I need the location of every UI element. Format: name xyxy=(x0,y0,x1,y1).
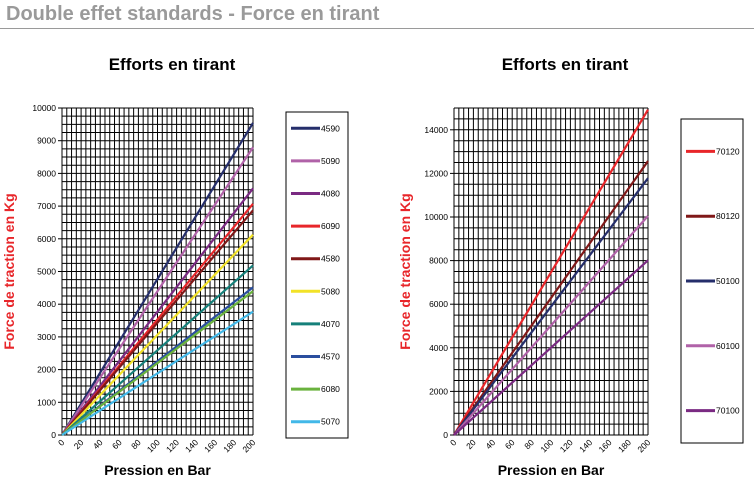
y-tick-label: 2000 xyxy=(429,386,448,396)
x-tick-label: 180 xyxy=(616,437,633,454)
legend-label: 70120 xyxy=(716,146,740,156)
y-tick-label: 8000 xyxy=(37,168,56,178)
y-tick-label: 4000 xyxy=(429,343,448,353)
y-tick-label: 9000 xyxy=(37,136,56,146)
legend-label: 80120 xyxy=(716,211,740,221)
x-tick-label: 140 xyxy=(577,437,594,454)
series-line-80120 xyxy=(453,160,649,436)
y-tick-label: 12000 xyxy=(424,168,448,178)
chart-2: Efforts en tirant02000400060008000100001… xyxy=(397,55,744,478)
y-tick-label: 4000 xyxy=(37,299,56,309)
y-tick-label: 7000 xyxy=(37,201,56,211)
legend-label: 5090 xyxy=(321,156,340,166)
x-tick-label: 40 xyxy=(91,437,105,451)
x-axis-label: Pression en Bar xyxy=(104,462,211,478)
x-tick-label: 80 xyxy=(522,437,536,451)
x-tick-label: 80 xyxy=(129,437,143,451)
y-tick-label: 6000 xyxy=(429,299,448,309)
legend-label: 4580 xyxy=(321,254,340,264)
legend-label: 50100 xyxy=(716,276,740,286)
x-tick-label: 20 xyxy=(72,437,86,451)
y-tick-label: 2000 xyxy=(37,365,56,375)
x-axis-label: Pression en Bar xyxy=(498,462,605,478)
series-line-5070 xyxy=(61,310,254,436)
chart-title: Efforts en tirant xyxy=(109,55,236,74)
y-tick-label: 1000 xyxy=(37,397,56,407)
x-tick-label: 200 xyxy=(240,437,257,454)
x-tick-label: 0 xyxy=(448,437,459,448)
x-tick-label: 160 xyxy=(202,437,219,454)
x-tick-label: 120 xyxy=(558,437,575,454)
legend: 4590 5090 4080 6090 4580 5080 4070 4570 6080 5070 xyxy=(285,111,349,439)
series-line-6080 xyxy=(61,290,254,436)
series-line-4580 xyxy=(61,209,254,436)
x-tick-label: 180 xyxy=(221,437,238,454)
y-tick-label: 3000 xyxy=(37,332,56,342)
y-tick-label: 10000 xyxy=(424,212,448,222)
y-tick-label: 5000 xyxy=(37,267,56,277)
y-tick-label: 0 xyxy=(443,430,448,440)
legend-label: 6080 xyxy=(321,384,340,394)
x-tick-label: 100 xyxy=(538,437,555,454)
y-tick-label: 0 xyxy=(51,430,56,440)
y-tick-label: 14000 xyxy=(424,125,448,135)
y-axis-label: Force de traction en Kg xyxy=(397,193,413,349)
page-header: Double effet standards - Force en tirant xyxy=(0,0,754,29)
y-axis-label: Force de traction en Kg xyxy=(1,193,17,349)
legend-box xyxy=(285,111,349,439)
y-tick-label: 8000 xyxy=(429,256,448,266)
x-tick-label: 60 xyxy=(110,437,124,451)
x-tick-label: 20 xyxy=(464,437,478,451)
legend-label: 70100 xyxy=(716,406,740,416)
legend-label: 5070 xyxy=(321,417,340,427)
x-tick-label: 140 xyxy=(183,437,200,454)
grid xyxy=(61,107,254,436)
y-tick-label: 10000 xyxy=(32,103,56,113)
legend-label: 6090 xyxy=(321,221,340,231)
chart-1: Efforts en tirant01000200030004000500060… xyxy=(1,55,349,478)
series-line-5080 xyxy=(61,233,254,436)
grid xyxy=(453,107,649,436)
x-tick-label: 100 xyxy=(145,437,162,454)
series-line-5090 xyxy=(61,146,254,436)
series-line-60100 xyxy=(453,215,649,436)
page-title: Double effet standards - Force en tirant xyxy=(6,3,380,25)
x-tick-label: 160 xyxy=(597,437,614,454)
x-tick-label: 60 xyxy=(503,437,517,451)
series-line-4590 xyxy=(61,122,254,436)
chart-title: Efforts en tirant xyxy=(502,55,629,74)
legend-label: 5080 xyxy=(321,286,340,296)
series-line-70120 xyxy=(453,109,649,436)
legend-label: 4590 xyxy=(321,123,340,133)
series-line-50100 xyxy=(453,177,649,436)
series-line-4080 xyxy=(61,187,254,436)
series-line-70100 xyxy=(453,259,649,436)
legend-label: 4570 xyxy=(321,352,340,362)
legend-label: 4080 xyxy=(321,189,340,199)
series-line-4070 xyxy=(61,264,254,436)
x-tick-label: 40 xyxy=(483,437,497,451)
legend-label: 4070 xyxy=(321,319,340,329)
legend-label: 60100 xyxy=(716,341,740,351)
x-tick-label: 120 xyxy=(164,437,181,454)
x-tick-label: 0 xyxy=(56,437,67,448)
y-tick-label: 6000 xyxy=(37,234,56,244)
legend: 70120 80120 50100 60100 70100 xyxy=(680,118,744,444)
x-tick-label: 200 xyxy=(635,437,652,454)
